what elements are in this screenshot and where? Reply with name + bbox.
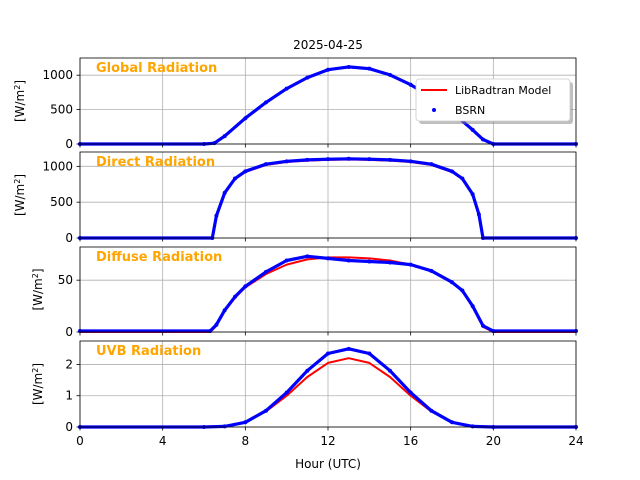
x-tick-label: 12 xyxy=(320,434,335,448)
data-point-bsrn xyxy=(222,424,227,429)
data-point-bsrn xyxy=(346,258,351,263)
data-point-bsrn xyxy=(305,157,310,162)
y-tick-label: 50 xyxy=(58,273,73,287)
y-axis-label: [W/m2] xyxy=(13,174,28,216)
data-point-bsrn xyxy=(284,159,289,164)
data-point-bsrn xyxy=(388,72,392,77)
x-axis-label: Hour (UTC) xyxy=(295,457,361,471)
data-point-bsrn xyxy=(367,351,372,356)
y-tick-label: 500 xyxy=(50,195,73,209)
x-tick-label: 4 xyxy=(159,434,167,448)
data-point-bsrn xyxy=(214,213,219,218)
x-tick-label: 24 xyxy=(568,434,583,448)
legend-box xyxy=(415,78,571,122)
data-point-bsrn xyxy=(367,259,372,264)
data-point-bsrn xyxy=(326,67,330,72)
data-point-bsrn xyxy=(233,176,237,181)
data-point-bsrn xyxy=(243,284,248,289)
panel-label: Direct Radiation xyxy=(96,155,215,170)
panel-label: Diffuse Radiation xyxy=(96,250,222,265)
panel-label: Global Radiation xyxy=(96,61,217,76)
legend-swatch-dot xyxy=(432,108,436,112)
panel-3: 0 50 Diffuse Radiation [W/m2] xyxy=(31,246,578,339)
data-point-bsrn xyxy=(450,420,454,425)
data-point-bsrn xyxy=(481,137,485,142)
data-point-bsrn xyxy=(450,169,454,174)
data-point-bsrn xyxy=(284,258,289,263)
data-point-bsrn xyxy=(429,162,434,167)
legend: LibRadtran Model BSRN xyxy=(415,78,573,124)
legend-label: LibRadtran Model xyxy=(455,84,551,97)
data-point-bsrn xyxy=(388,368,392,373)
x-tick-label: 16 xyxy=(403,434,418,448)
data-point-bsrn xyxy=(460,176,465,181)
data-point-bsrn xyxy=(470,192,475,197)
data-point-bsrn xyxy=(284,86,289,91)
x-tick-label: 20 xyxy=(486,434,501,448)
data-point-bsrn xyxy=(388,157,392,162)
data-point-bsrn xyxy=(408,262,413,267)
data-point-bsrn xyxy=(212,141,217,146)
data-point-bsrn xyxy=(264,408,268,413)
y-tick-label: 2 xyxy=(65,357,73,371)
y-tick-label: 0 xyxy=(65,137,73,151)
y-axis-label: [W/m2] xyxy=(31,268,46,310)
panel-2: 0 500 1000 Direct Radiation [W/m2] xyxy=(13,151,578,245)
data-point-bsrn xyxy=(460,288,465,293)
panel-1: 0 500 1000 Global Radiation [W/m2] xyxy=(13,57,578,151)
data-point-bsrn xyxy=(264,162,268,167)
data-point-bsrn xyxy=(326,256,330,261)
y-axis-label: [W/m2] xyxy=(31,363,46,405)
data-point-bsrn xyxy=(388,260,392,265)
data-point-bsrn xyxy=(233,294,237,299)
y-tick-label: 0 xyxy=(65,420,73,434)
data-point-bsrn xyxy=(408,159,413,164)
data-point-bsrn xyxy=(264,269,268,274)
y-tick-label: 1 xyxy=(65,389,73,403)
data-point-bsrn xyxy=(243,420,248,425)
y-tick-label: 500 xyxy=(50,103,73,117)
data-point-bsrn xyxy=(470,304,475,309)
data-point-bsrn xyxy=(264,100,268,105)
data-point-bsrn xyxy=(481,323,485,328)
data-point-bsrn xyxy=(222,190,227,195)
data-point-bsrn xyxy=(284,390,289,395)
data-point-bsrn xyxy=(367,66,372,71)
data-point-bsrn xyxy=(408,390,413,395)
data-point-bsrn xyxy=(243,169,248,174)
data-point-bsrn xyxy=(326,351,330,356)
y-tick-label: 0 xyxy=(65,231,73,245)
x-tick-label: 8 xyxy=(242,434,250,448)
data-point-bsrn xyxy=(222,134,227,139)
x-tick-label: 0 xyxy=(76,434,84,448)
data-point-bsrn xyxy=(470,424,475,429)
data-point-bsrn xyxy=(408,82,413,87)
y-axis-label: [W/m2] xyxy=(13,80,28,122)
data-point-bsrn xyxy=(305,368,310,373)
data-point-bsrn xyxy=(429,268,434,273)
legend-label: BSRN xyxy=(455,104,485,117)
data-point-bsrn xyxy=(222,308,227,313)
data-point-bsrn xyxy=(367,157,372,162)
data-point-bsrn xyxy=(429,408,434,413)
data-point-bsrn xyxy=(326,157,330,162)
data-point-bsrn xyxy=(305,75,310,80)
data-point-bsrn xyxy=(243,116,248,121)
data-point-bsrn xyxy=(450,280,454,285)
panel-label: UVB Radiation xyxy=(96,344,201,359)
y-tick-label: 0 xyxy=(65,325,73,339)
data-point-bsrn xyxy=(305,254,310,259)
data-point-bsrn xyxy=(346,156,351,161)
y-tick-label: 1000 xyxy=(42,68,73,82)
data-point-bsrn xyxy=(470,127,475,132)
data-point-bsrn xyxy=(214,322,219,327)
y-tick-label: 1000 xyxy=(42,159,73,173)
data-point-bsrn xyxy=(476,212,481,217)
data-point-bsrn xyxy=(346,64,351,69)
figure-title: 2025-04-25 xyxy=(293,38,363,52)
data-point-bsrn xyxy=(346,346,351,351)
